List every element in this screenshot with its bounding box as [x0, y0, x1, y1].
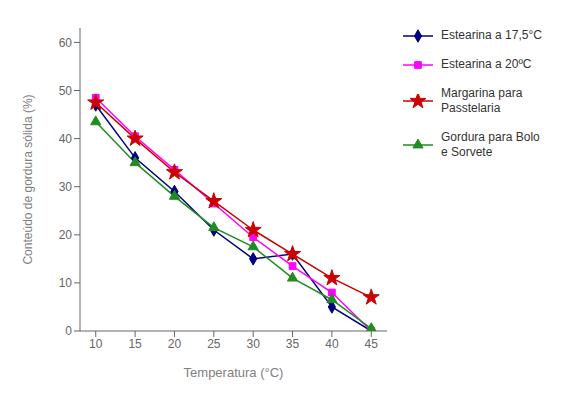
svg-text:20: 20: [59, 228, 73, 242]
svg-text:10: 10: [59, 276, 73, 290]
svg-text:0: 0: [65, 324, 72, 338]
svg-text:30: 30: [59, 180, 73, 194]
svg-text:20: 20: [168, 337, 182, 351]
html-text:Estearina a 17,5°C: Estearina a 17,5°C: [441, 28, 542, 42]
svg-text:45: 45: [365, 337, 379, 351]
svg-text:30: 30: [246, 337, 260, 351]
html-text:Estearina a 20ºC: Estearina a 20ºC: [441, 57, 532, 71]
html-text:Passtelaria: Passtelaria: [441, 101, 501, 115]
svg-text:15: 15: [128, 337, 142, 351]
svg-text:50: 50: [59, 84, 73, 98]
svg-text:Conteúdo de gordura sólida (%): Conteúdo de gordura sólida (%): [21, 94, 35, 264]
svg-text:25: 25: [207, 337, 221, 351]
html-text:Gordura para Bolo: Gordura para Bolo: [441, 130, 540, 144]
svg-text:40: 40: [59, 132, 73, 146]
html-text:e Sorvete: e Sorvete: [441, 145, 493, 159]
html-text:Margarina para: Margarina para: [441, 86, 523, 100]
svg-text:35: 35: [286, 337, 300, 351]
svg-text:60: 60: [59, 36, 73, 50]
svg-text:10: 10: [89, 337, 103, 351]
svg-text:40: 40: [325, 337, 339, 351]
svg-text:Temperatura (°C): Temperatura (°C): [184, 365, 284, 380]
